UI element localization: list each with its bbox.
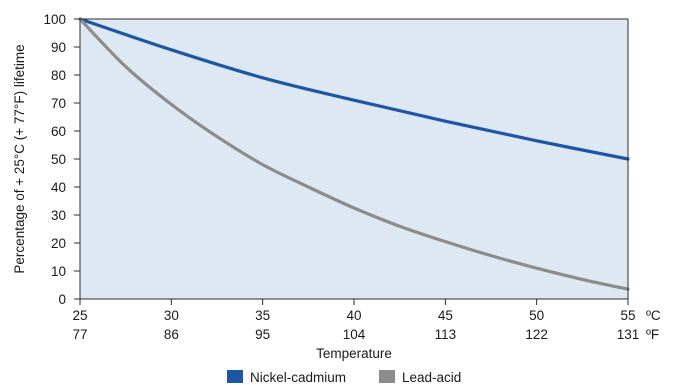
y-tick-label: 10 — [51, 264, 66, 279]
x-tick-label-fahrenheit: 131 — [617, 327, 640, 342]
y-tick-label: 30 — [51, 208, 66, 223]
legend-label-nickel-cadmium: Nickel-cadmium — [250, 370, 346, 385]
x-tick-label-celsius: 25 — [72, 308, 87, 323]
y-tick-label: 90 — [51, 40, 66, 55]
x-unit-fahrenheit: ºF — [646, 327, 659, 342]
x-tick-label-fahrenheit: 77 — [72, 327, 87, 342]
y-tick-label: 50 — [51, 152, 66, 167]
y-axis-title: Percentage of + 25°C (+ 77°F) lifetime — [12, 44, 27, 273]
y-tick-label: 20 — [51, 236, 66, 251]
series-layer — [78, 17, 630, 291]
axes-layer — [74, 18, 629, 305]
x-tick-label-celsius: 45 — [438, 308, 453, 323]
y-tick-label: 0 — [58, 292, 66, 307]
series-line-nickel-cadmium — [78, 17, 630, 161]
x-tick-label-celsius: 40 — [346, 308, 361, 323]
x-tick-label-fahrenheit: 113 — [435, 327, 457, 342]
legend-swatch-lead-acid — [379, 370, 395, 383]
x-ticks: 25 77 30 86 35 95 40 104 45 113 50 122 55 131 — [72, 299, 639, 342]
x-tick-label-celsius: 50 — [529, 308, 544, 323]
series-line-lead-acid — [78, 17, 630, 291]
x-tick-label-fahrenheit: 86 — [164, 327, 179, 342]
x-tick-label-celsius: 35 — [255, 308, 270, 323]
y-tick-label: 60 — [51, 124, 66, 139]
y-tick-label: 70 — [51, 96, 66, 111]
legend-swatch-nickel-cadmium — [227, 370, 243, 383]
y-tick-label: 100 — [43, 12, 66, 27]
y-ticks: 0 10 20 30 40 50 60 70 80 90 100 — [43, 12, 80, 307]
y-tick-label: 80 — [51, 68, 66, 83]
x-tick-label-fahrenheit: 104 — [343, 327, 366, 342]
legend-label-lead-acid: Lead-acid — [402, 370, 461, 385]
x-tick-label-celsius: 30 — [164, 308, 179, 323]
x-tick-label-celsius: 55 — [620, 308, 635, 323]
plot-area — [80, 19, 628, 299]
x-tick-label-fahrenheit: 95 — [255, 327, 270, 342]
y-tick-label: 40 — [51, 180, 66, 195]
x-axis-title: Temperature — [316, 346, 392, 361]
x-tick-label-fahrenheit: 122 — [525, 327, 548, 342]
x-unit-celsius: ºC — [646, 308, 661, 323]
legend: Nickel-cadmium Lead-acid — [227, 370, 461, 385]
